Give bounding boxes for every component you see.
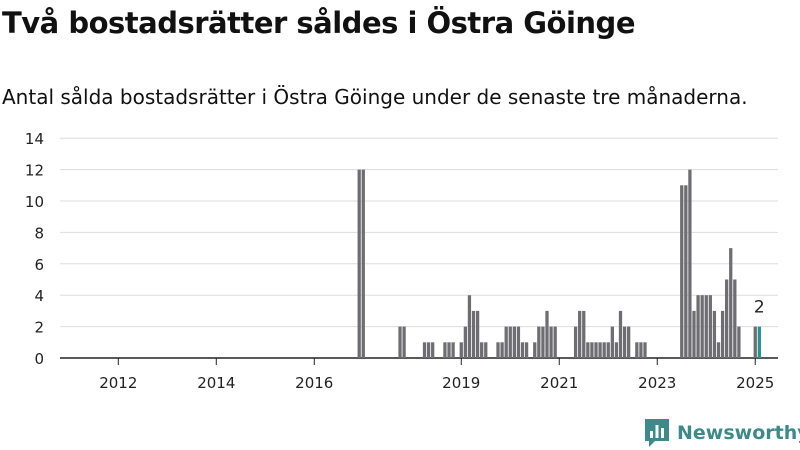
bar: [426, 342, 431, 358]
page-subtitle: Antal sålda bostadsrätter i Östra Göinge…: [2, 85, 748, 109]
bar: [753, 326, 757, 358]
bar: [708, 295, 712, 358]
bar: [598, 342, 602, 358]
grid-layer: [60, 137, 778, 365]
bar: [447, 342, 451, 358]
bar: [680, 185, 684, 358]
bar: [467, 295, 472, 358]
bar-layer: [357, 169, 761, 358]
x-tick-label: 2019: [442, 374, 480, 392]
brand-name: Newsworthy: [677, 422, 800, 444]
bar: [622, 326, 627, 358]
bar: [704, 295, 708, 358]
bar: [480, 342, 484, 358]
bar: [549, 326, 553, 358]
x-tick-label: 2014: [197, 374, 235, 392]
bar: [361, 169, 365, 358]
y-tick-label: 12: [25, 162, 44, 180]
bar: [614, 342, 619, 358]
bar: [590, 342, 594, 358]
bar: [537, 326, 541, 358]
bar: [627, 326, 631, 358]
bar: [688, 169, 692, 358]
bar: [720, 310, 725, 358]
bar: [606, 342, 610, 358]
bar: [459, 342, 463, 358]
label-layer: 0 2 4 6 8 10 12 14 2012 2014 2016 2019 2021 2023 2025 2: [25, 130, 774, 392]
bar: [463, 326, 467, 358]
highlight-value-label: 2: [754, 298, 765, 318]
bar: [512, 326, 516, 358]
bar: [594, 342, 598, 358]
bar: [573, 326, 578, 358]
bar: [737, 326, 741, 358]
bar: [729, 248, 733, 358]
newsworthy-logo-icon: [645, 419, 669, 447]
bar: [520, 342, 525, 358]
bar: [733, 279, 737, 358]
bar: [500, 342, 504, 358]
bar: [422, 342, 427, 358]
bar: [692, 310, 696, 358]
bar: [602, 342, 606, 358]
bar: [451, 342, 455, 358]
bar: [586, 342, 590, 358]
bar: [578, 310, 582, 358]
bar: [508, 326, 512, 358]
bar: [610, 326, 614, 358]
x-tick-label: 2016: [295, 374, 333, 392]
y-tick-label: 4: [34, 287, 44, 305]
page-title: Två bostadsrätter såldes i Östra Göinge: [2, 6, 636, 40]
bar: [582, 310, 586, 358]
x-tick-label: 2025: [736, 374, 774, 392]
bar: [716, 342, 721, 358]
bar: [402, 326, 406, 358]
y-tick-label: 14: [25, 130, 44, 148]
bar: [443, 342, 447, 358]
y-tick-label: 6: [34, 256, 44, 274]
bar: [524, 342, 529, 358]
y-tick-label: 8: [34, 224, 44, 242]
bar: [484, 342, 488, 358]
x-tick-label: 2021: [540, 374, 578, 392]
bar: [357, 169, 361, 358]
bar: [696, 295, 700, 358]
newsworthy-logo: Newsworthy: [645, 419, 800, 447]
y-tick-label: 0: [34, 350, 44, 368]
bar: [533, 342, 537, 358]
bar: [496, 342, 500, 358]
bar: [431, 342, 435, 358]
bar: [700, 295, 704, 358]
bar: [639, 342, 643, 358]
bar: [635, 342, 639, 358]
bar: [504, 326, 508, 358]
bar-highlight: [757, 326, 761, 358]
bar: [684, 185, 688, 358]
bar: [398, 326, 402, 358]
y-tick-label: 10: [25, 193, 44, 211]
bar: [618, 310, 623, 358]
x-tick-label: 2012: [99, 374, 137, 392]
bar: [475, 310, 480, 358]
bar: [516, 326, 521, 358]
bar: [471, 310, 476, 358]
bar: [712, 310, 717, 358]
bar: [725, 279, 729, 358]
y-tick-label: 2: [34, 319, 44, 337]
bar: [541, 326, 545, 358]
bar: [553, 326, 557, 358]
x-tick-label: 2023: [638, 374, 676, 392]
bar: [545, 310, 549, 358]
bar: [643, 342, 647, 358]
